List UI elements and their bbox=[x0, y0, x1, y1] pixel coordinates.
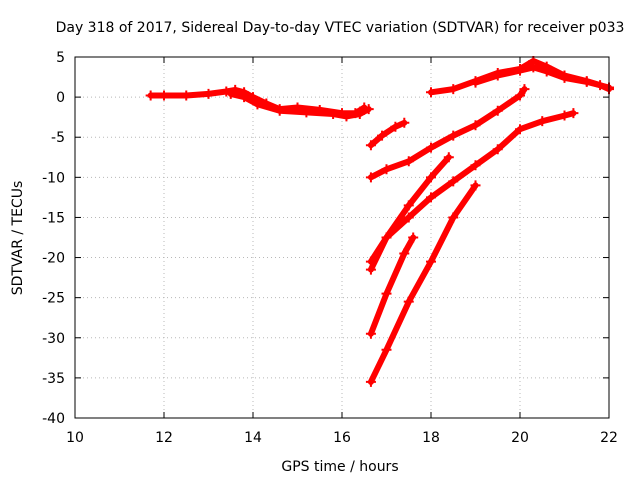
data-point-plus bbox=[328, 108, 339, 119]
data-series-line bbox=[367, 119, 408, 149]
data-point-plus bbox=[403, 212, 414, 223]
chart-title: Day 318 of 2017, Sidereal Day-to-day VTE… bbox=[56, 20, 625, 36]
data-point-plus bbox=[541, 66, 552, 77]
data-point-plus bbox=[377, 130, 388, 141]
data-point-plus bbox=[225, 88, 236, 99]
x-axis-label: GPS time / hours bbox=[281, 459, 398, 475]
data-point-plus bbox=[492, 144, 503, 155]
data-point-plus bbox=[426, 256, 436, 267]
data-point-plus bbox=[470, 180, 481, 191]
data-point-plus bbox=[301, 107, 312, 118]
data-point-plus bbox=[519, 84, 530, 95]
y-tick-label: -20 bbox=[42, 251, 65, 267]
data-point-plus bbox=[354, 108, 365, 119]
data-point-plus bbox=[381, 232, 392, 243]
data-point-plus bbox=[365, 140, 376, 151]
y-tick-label: -25 bbox=[42, 291, 65, 307]
data-point-plus bbox=[203, 88, 214, 99]
data-series-line bbox=[472, 64, 612, 91]
data-point-plus bbox=[399, 248, 410, 259]
x-tick-label: 12 bbox=[155, 430, 173, 446]
data-point-plus bbox=[365, 172, 376, 183]
data-point-plus bbox=[470, 77, 481, 88]
data-point-plus bbox=[390, 121, 401, 132]
data-point-plus bbox=[403, 156, 414, 167]
x-tick-label: 10 bbox=[66, 430, 84, 446]
data-point-plus bbox=[381, 288, 392, 299]
data-point-plus bbox=[559, 72, 570, 83]
data-point-plus bbox=[341, 111, 352, 122]
data-point-plus bbox=[426, 172, 436, 183]
data-point-plus bbox=[365, 376, 376, 387]
data-point-plus bbox=[568, 108, 579, 119]
data-point-plus bbox=[470, 160, 481, 171]
data-point-plus bbox=[448, 176, 459, 187]
data-point-plus bbox=[443, 152, 454, 163]
data-point-plus bbox=[515, 65, 525, 76]
data-point-plus bbox=[399, 117, 410, 128]
x-tick-label: 14 bbox=[244, 430, 262, 446]
x-tick-label: 16 bbox=[333, 430, 351, 446]
y-tick-label: -10 bbox=[42, 170, 65, 186]
y-tick-label: -35 bbox=[42, 371, 65, 387]
data-point-plus bbox=[528, 62, 539, 73]
data-point-plus bbox=[239, 92, 250, 103]
x-tick-label: 20 bbox=[511, 430, 529, 446]
y-tick-label: -30 bbox=[42, 331, 65, 347]
data-point-plus bbox=[365, 328, 376, 339]
data-point-plus bbox=[492, 105, 503, 116]
data-point-plus bbox=[559, 110, 570, 121]
x-tick-label: 18 bbox=[422, 430, 440, 446]
data-point-plus bbox=[581, 76, 592, 87]
axis-ticks: 10 12 14 16 18 20 22 5 0 -5 -10 -15 -20 -25 -30 -35 -40 bbox=[42, 50, 618, 446]
y-tick-label: -15 bbox=[42, 210, 65, 226]
data-point-plus bbox=[252, 99, 263, 110]
y-tick-label: 0 bbox=[56, 90, 65, 106]
data-point-plus bbox=[448, 130, 459, 141]
data-point-plus bbox=[492, 70, 503, 81]
data-series-line bbox=[367, 182, 479, 385]
data-point-plus bbox=[537, 116, 548, 127]
data-point-plus bbox=[515, 90, 525, 101]
data-series-line bbox=[367, 234, 417, 337]
data-series-line bbox=[367, 86, 528, 181]
data-point-plus bbox=[426, 192, 436, 203]
data-point-plus bbox=[159, 90, 169, 101]
data-point-plus bbox=[363, 104, 374, 115]
y-tick-label: -40 bbox=[42, 411, 65, 427]
y-axis-label: SDTVAR / TECUs bbox=[10, 181, 26, 296]
data-point-plus bbox=[403, 200, 414, 211]
data-point-plus bbox=[381, 344, 392, 355]
data-point-plus bbox=[470, 120, 481, 131]
data-point-plus bbox=[426, 87, 436, 98]
data-point-plus bbox=[448, 212, 459, 223]
data-point-plus bbox=[448, 84, 459, 95]
data-point-plus bbox=[426, 142, 436, 153]
y-tick-label: -5 bbox=[51, 130, 65, 146]
data-point-plus bbox=[145, 90, 156, 101]
data-point-plus bbox=[181, 90, 192, 101]
data-point-plus bbox=[515, 124, 525, 135]
data-series bbox=[145, 56, 614, 387]
y-tick-label: 5 bbox=[56, 50, 65, 66]
x-tick-label: 22 bbox=[600, 430, 618, 446]
data-point-plus bbox=[365, 264, 376, 275]
data-point-plus bbox=[274, 105, 285, 116]
data-point-plus bbox=[408, 232, 419, 243]
data-point-plus bbox=[403, 296, 414, 307]
data-point-plus bbox=[381, 164, 392, 175]
